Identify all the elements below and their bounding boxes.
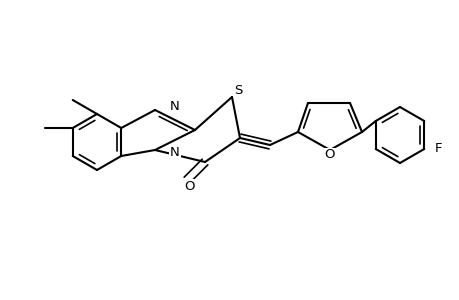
Text: O: O	[324, 148, 335, 161]
Text: N: N	[170, 146, 179, 158]
Text: O: O	[185, 179, 195, 193]
Text: F: F	[434, 142, 441, 155]
Text: S: S	[233, 83, 241, 97]
Text: N: N	[170, 100, 179, 112]
